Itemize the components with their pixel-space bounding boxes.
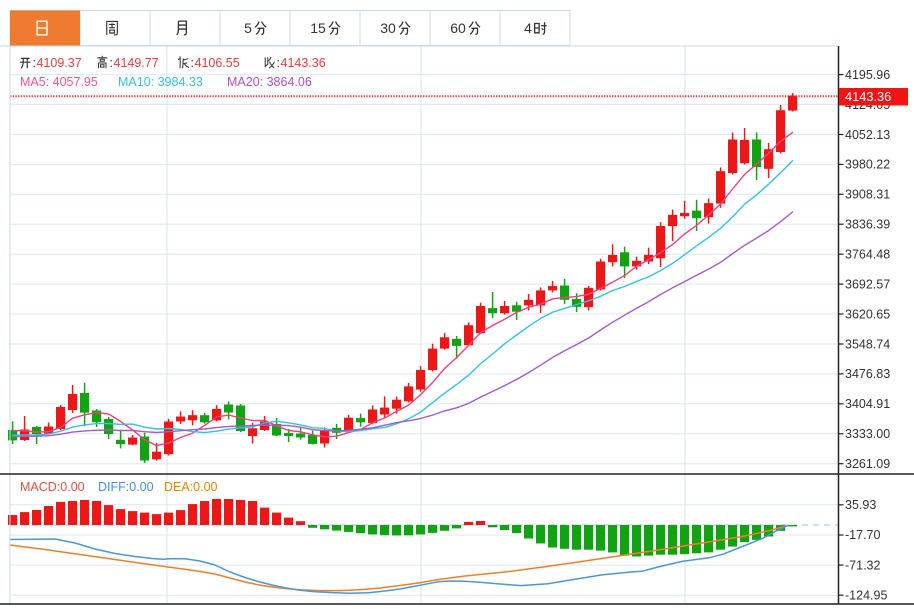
svg-text:4: 4 bbox=[524, 20, 532, 36]
svg-text:4143.36: 4143.36 bbox=[281, 56, 326, 70]
svg-text:5: 5 bbox=[244, 20, 252, 36]
svg-text:3404.91: 3404.91 bbox=[845, 397, 890, 411]
svg-text:4106.55: 4106.55 bbox=[195, 56, 240, 70]
svg-text:4052.13: 4052.13 bbox=[845, 128, 890, 142]
svg-text:3476.83: 3476.83 bbox=[845, 367, 890, 381]
svg-text:60: 60 bbox=[450, 20, 466, 36]
svg-text:DEA:0.00: DEA:0.00 bbox=[164, 480, 218, 494]
svg-text:3764.48: 3764.48 bbox=[845, 248, 890, 262]
svg-text:-17.70: -17.70 bbox=[845, 528, 880, 542]
svg-text::: : bbox=[191, 56, 194, 70]
svg-text::: : bbox=[277, 56, 280, 70]
svg-text:MA5: 4057.95: MA5: 4057.95 bbox=[20, 75, 98, 89]
svg-text:4109.37: 4109.37 bbox=[37, 56, 82, 70]
svg-text:35.93: 35.93 bbox=[845, 498, 876, 512]
svg-text:4195.96: 4195.96 bbox=[845, 68, 890, 82]
svg-text:3620.65: 3620.65 bbox=[845, 307, 890, 321]
svg-text::: : bbox=[33, 56, 36, 70]
svg-text:4149.77: 4149.77 bbox=[114, 56, 159, 70]
svg-text:DIFF:0.00: DIFF:0.00 bbox=[98, 480, 154, 494]
svg-text:MA20: 3864.06: MA20: 3864.06 bbox=[227, 75, 312, 89]
svg-text:3908.31: 3908.31 bbox=[845, 188, 890, 202]
svg-text:4143.36: 4143.36 bbox=[845, 89, 891, 104]
svg-text:3261.09: 3261.09 bbox=[845, 457, 890, 471]
svg-text:-71.32: -71.32 bbox=[845, 558, 880, 572]
svg-text::: : bbox=[110, 56, 113, 70]
svg-text:3836.39: 3836.39 bbox=[845, 218, 890, 232]
svg-text:3692.57: 3692.57 bbox=[845, 277, 890, 291]
svg-text:3980.22: 3980.22 bbox=[845, 158, 890, 172]
svg-text:30: 30 bbox=[380, 20, 396, 36]
svg-text:15: 15 bbox=[310, 20, 326, 36]
svg-text:3548.74: 3548.74 bbox=[845, 337, 890, 351]
svg-text:MACD:0.00: MACD:0.00 bbox=[20, 480, 85, 494]
svg-text:3333.00: 3333.00 bbox=[845, 427, 890, 441]
svg-text:MA10: 3984.33: MA10: 3984.33 bbox=[118, 75, 203, 89]
svg-text:-124.95: -124.95 bbox=[845, 589, 887, 603]
